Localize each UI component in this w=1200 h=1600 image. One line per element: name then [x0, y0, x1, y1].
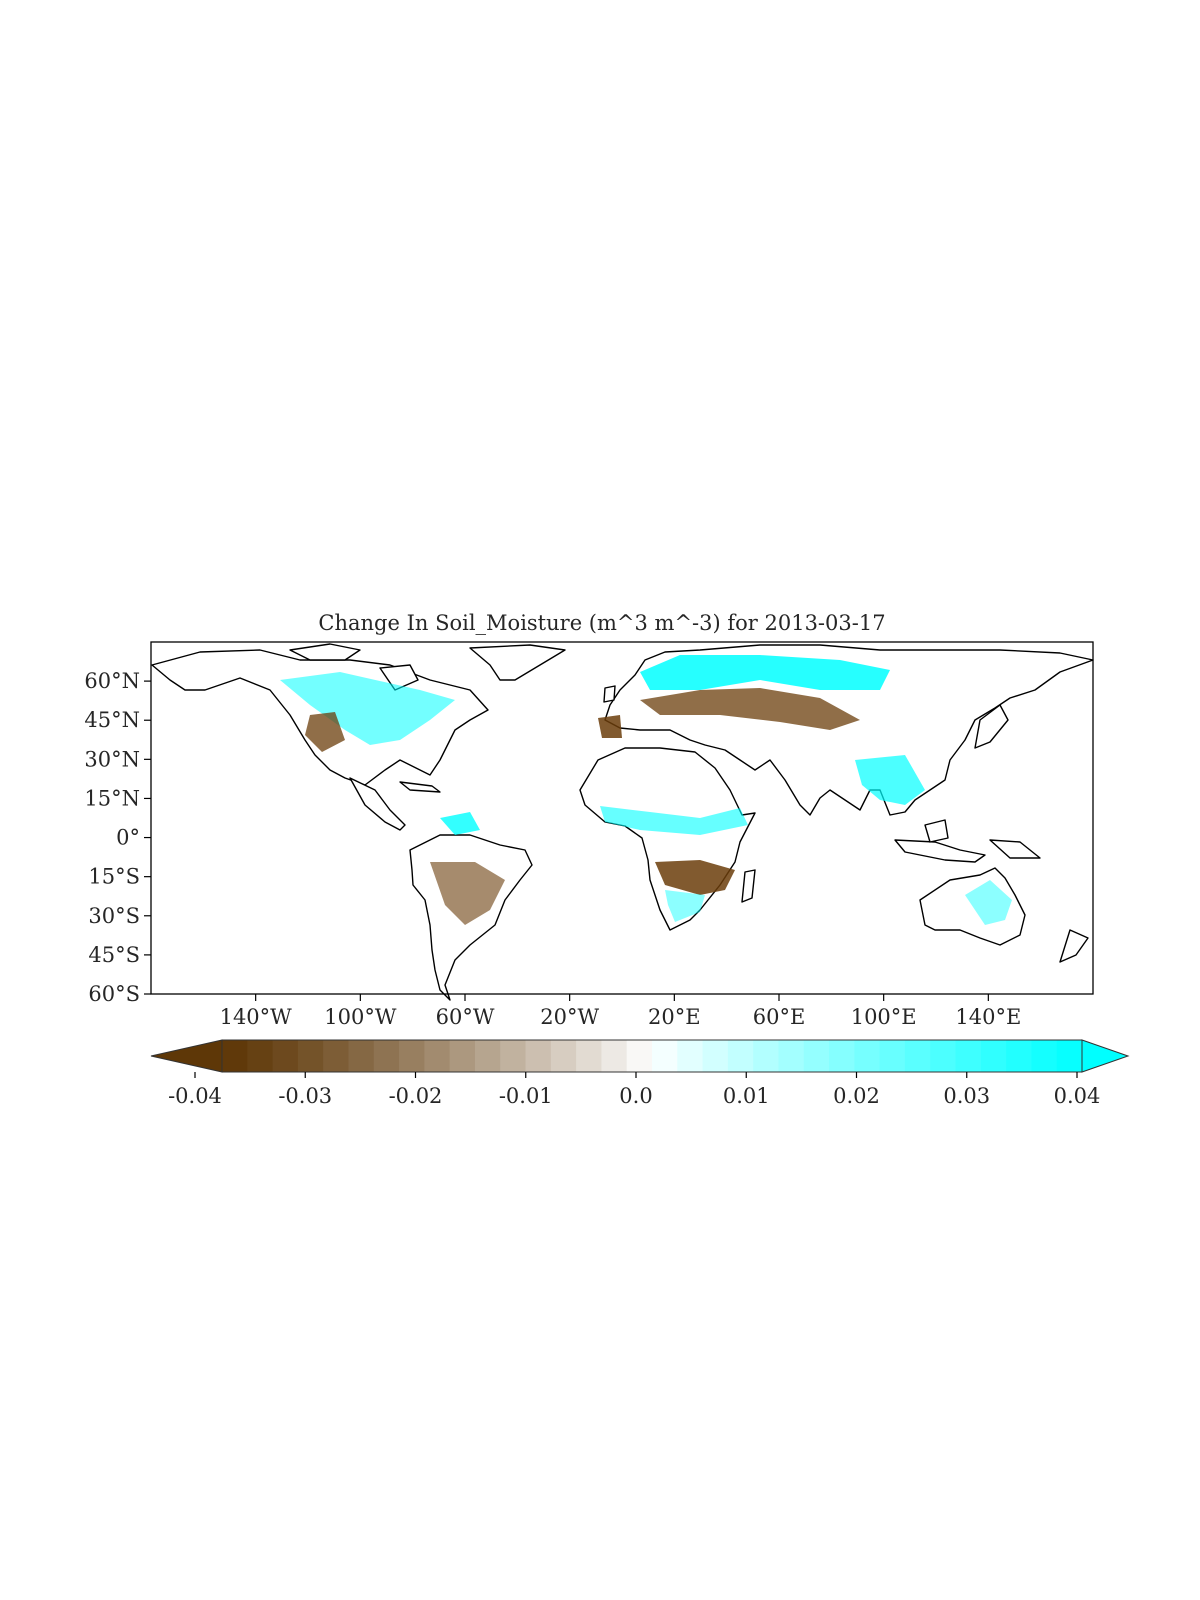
colorbar-segment: [272, 1040, 299, 1072]
lon-tick-label: 140°E: [955, 1005, 1021, 1029]
lon-tick-label: 100°E: [851, 1005, 917, 1029]
colorbar-segment: [626, 1040, 653, 1072]
colorbar-segment: [803, 1040, 830, 1072]
colorbar-segment: [525, 1040, 552, 1072]
lat-tick-label: 45°S: [88, 943, 140, 967]
colorbar-segment: [500, 1040, 527, 1072]
colorbar-frame: [221, 1039, 1083, 1073]
colorbar-segment: [980, 1040, 1007, 1072]
colorbar-segment: [879, 1040, 906, 1072]
colorbar-segment: [652, 1040, 678, 1072]
dry-us-southwest: [305, 712, 345, 752]
colorbar-segment: [955, 1040, 982, 1072]
wet-south-africa: [665, 890, 705, 922]
dry-central-eurasia: [640, 688, 860, 730]
colorbar-segment: [348, 1040, 375, 1072]
lat-tick-label: 30°N: [84, 747, 140, 771]
lat-tick-label: 30°S: [88, 904, 140, 928]
colorbar-segment: [601, 1040, 628, 1072]
colorbar-segment: [930, 1040, 957, 1072]
land-hudson-island: [379, 664, 419, 691]
colorbar-segment: [247, 1040, 274, 1072]
wet-north-america: [280, 672, 455, 745]
colorbar-segment: [753, 1040, 780, 1072]
colorbar-tick-label: 0.03: [943, 1084, 990, 1108]
map-title: Change In Soil_Moisture (m^3 m^-3) for 2…: [318, 611, 885, 635]
colorbar-segment: [1006, 1040, 1033, 1072]
colorbar-tick-label: -0.02: [389, 1084, 443, 1108]
colorbar-segments: [222, 1040, 1083, 1072]
lon-tick-label: 20°W: [540, 1005, 599, 1029]
colorbar-segment: [550, 1040, 577, 1072]
land-borneo: [924, 819, 949, 843]
dry-south-america: [430, 862, 505, 925]
dry-southern-africa: [655, 860, 735, 895]
colorbar-segment: [727, 1040, 754, 1072]
colorbar-tick-label: 0.0: [619, 1084, 652, 1108]
colorbar-segment: [854, 1040, 881, 1072]
land-australia: [919, 867, 1026, 946]
colorbar-segment: [829, 1040, 855, 1072]
wet-south-asia: [855, 755, 925, 805]
colorbar-segment: [222, 1040, 248, 1072]
lat-tick-label: 15°N: [84, 786, 140, 810]
dry-iberia: [598, 715, 622, 738]
lat-tick-label: 45°N: [84, 708, 140, 732]
colorbar-segment: [677, 1040, 704, 1072]
colorbar-extend-high: [1081, 1039, 1130, 1073]
colorbar-segment: [474, 1040, 501, 1072]
map-panel: 60°N 45°N 30°N 15°N 0° 15°S 30°S 45°S 60°S 140°W…: [84, 641, 1094, 1029]
colorbar-segment: [778, 1040, 805, 1072]
longitude-axis: 140°W 100°W 60°W 20°W 20°E 60°E 100°E 140°E: [220, 994, 1021, 1029]
soil-moisture-anomalies: [280, 655, 1012, 925]
colorbar-segment: [424, 1040, 451, 1072]
lat-tick-label: 0°: [116, 826, 140, 850]
land-new-guinea: [989, 839, 1041, 859]
land-greenland: [469, 644, 566, 681]
colorbar-tick-label: 0.04: [1054, 1084, 1101, 1108]
wet-northern-eurasia: [640, 655, 890, 690]
lon-tick-label: 140°W: [220, 1005, 293, 1029]
colorbar-tick-label: 0.02: [833, 1084, 880, 1108]
lon-tick-label: 100°W: [324, 1005, 397, 1029]
land-new-zealand: [1059, 929, 1089, 963]
lon-tick-label: 60°W: [436, 1005, 495, 1029]
colorbar-segment: [702, 1040, 729, 1072]
colorbar-tick-label: 0.01: [723, 1084, 770, 1108]
colorbar-segment: [1056, 1040, 1083, 1072]
land-indonesia: [894, 839, 986, 863]
land-madagascar: [741, 869, 756, 903]
wet-amazon: [440, 812, 480, 835]
map-frame: [150, 641, 1094, 995]
lat-tick-label: 60°N: [84, 669, 140, 693]
wet-australia: [965, 880, 1012, 925]
lat-tick-label: 60°S: [88, 982, 140, 1006]
colorbar: -0.04 -0.03 -0.02 -0.01 0.0 0.01 0.02 0.03 0.04: [150, 1039, 1130, 1108]
colorbar-segment: [1031, 1040, 1058, 1072]
colorbar-ticks: -0.04 -0.03 -0.02 -0.01 0.0 0.01 0.02 0.03 0.04: [168, 1072, 1100, 1108]
land-arctic-islands: [289, 643, 361, 661]
colorbar-segment: [904, 1040, 931, 1072]
lon-tick-label: 20°E: [648, 1005, 701, 1029]
lat-tick-label: 15°S: [88, 865, 140, 889]
colorbar-segment: [576, 1040, 603, 1072]
wet-sahel: [600, 806, 748, 835]
colorbar-tick-label: -0.03: [278, 1084, 332, 1108]
colorbar-tick-label: -0.01: [499, 1084, 553, 1108]
colorbar-segment: [449, 1040, 476, 1072]
latitude-axis: 60°N 45°N 30°N 15°N 0° 15°S 30°S 45°S 60°S: [84, 669, 151, 1006]
lon-tick-label: 60°E: [753, 1005, 806, 1029]
land-japan: [974, 704, 1009, 749]
colorbar-segment: [399, 1040, 425, 1072]
colorbar-tick-label: -0.04: [168, 1084, 222, 1108]
colorbar-segment: [323, 1040, 350, 1072]
land-britain: [603, 685, 616, 703]
land-cuba: [399, 781, 441, 793]
colorbar-segment: [373, 1040, 400, 1072]
colorbar-extend-low: [150, 1039, 223, 1073]
land-eurasia: [604, 644, 1094, 816]
land-central-america: [349, 777, 406, 831]
colorbar-segment: [297, 1040, 324, 1072]
